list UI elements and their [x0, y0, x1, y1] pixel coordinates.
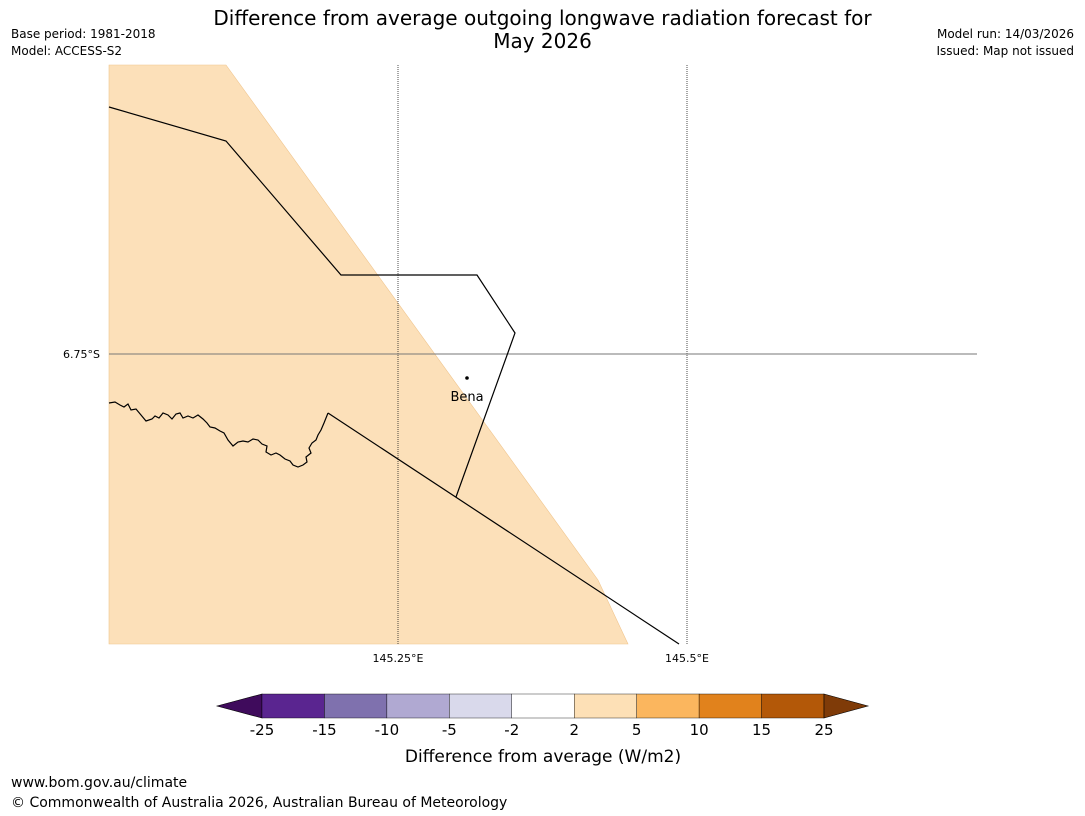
title-line-2: May 2026 [493, 29, 592, 53]
colorbar-segment [324, 693, 388, 719]
colorbar-extend-high [823, 693, 870, 719]
colorbar-title: Difference from average (W/m2) [405, 747, 681, 767]
colorbar-segment [636, 693, 700, 719]
colorbar-segment [698, 693, 762, 719]
model-text: Model: ACCESS-S2 [11, 44, 123, 58]
colorbar-tick-label: 10 [690, 721, 709, 739]
title-line-1: Difference from average outgoing longwav… [213, 6, 872, 30]
colorbar-tick-label: -10 [375, 721, 400, 739]
colorbar-segment [511, 693, 575, 719]
colorbar-segment [574, 693, 637, 719]
bena-marker [465, 376, 469, 380]
province-boundary-south [327, 412, 680, 645]
lon-label-145.5E: 145.5°E [665, 652, 709, 665]
map-area: Bena 6.75°S 145.25°E 145.5°E [63, 64, 977, 665]
colorbar-segment [261, 693, 325, 719]
colorbar-segment [761, 693, 825, 719]
colorbar-tick-label: 15 [752, 721, 771, 739]
issued-text: Issued: Map not issued [936, 44, 1074, 58]
colorbar: -25 -15 -10 -5 -2 2 5 10 15 25 Difference from av… [215, 693, 870, 767]
colorbar-tick-label: 5 [632, 721, 642, 739]
colorbar-tick-label: -5 [442, 721, 457, 739]
coastline-river [108, 401, 329, 468]
model-run-text: Model run: 14/03/2026 [936, 27, 1074, 41]
colorbar-tick-label: -2 [504, 721, 519, 739]
colorbar-tick-label: 2 [569, 721, 579, 739]
header-right: Model run: 14/03/2026 Issued: Map not is… [936, 26, 1074, 60]
colorbar-tick-label: 25 [814, 721, 833, 739]
colorbar-segment [386, 693, 450, 719]
lat-label-6.75S: 6.75°S [63, 348, 100, 361]
colorbar-extend-low [215, 693, 263, 719]
province-boundary-north [108, 106, 516, 498]
footer-url: www.bom.gov.au/climate [11, 775, 188, 791]
colorbar-segment [449, 693, 512, 719]
lon-label-145.25E: 145.25°E [373, 652, 424, 665]
footer-copyright: © Commonwealth of Australia 2026, Austra… [11, 795, 508, 811]
colorbar-tick-label: -25 [250, 721, 275, 739]
base-period-text: Base period: 1981-2018 [11, 27, 156, 41]
bena-label: Bena [450, 390, 483, 405]
colorbar-tick-label: -15 [312, 721, 337, 739]
page-title: Difference from average outgoing longwav… [0, 7, 1085, 53]
header-left: Base period: 1981-2018 Model: ACCESS-S2 [11, 26, 156, 60]
